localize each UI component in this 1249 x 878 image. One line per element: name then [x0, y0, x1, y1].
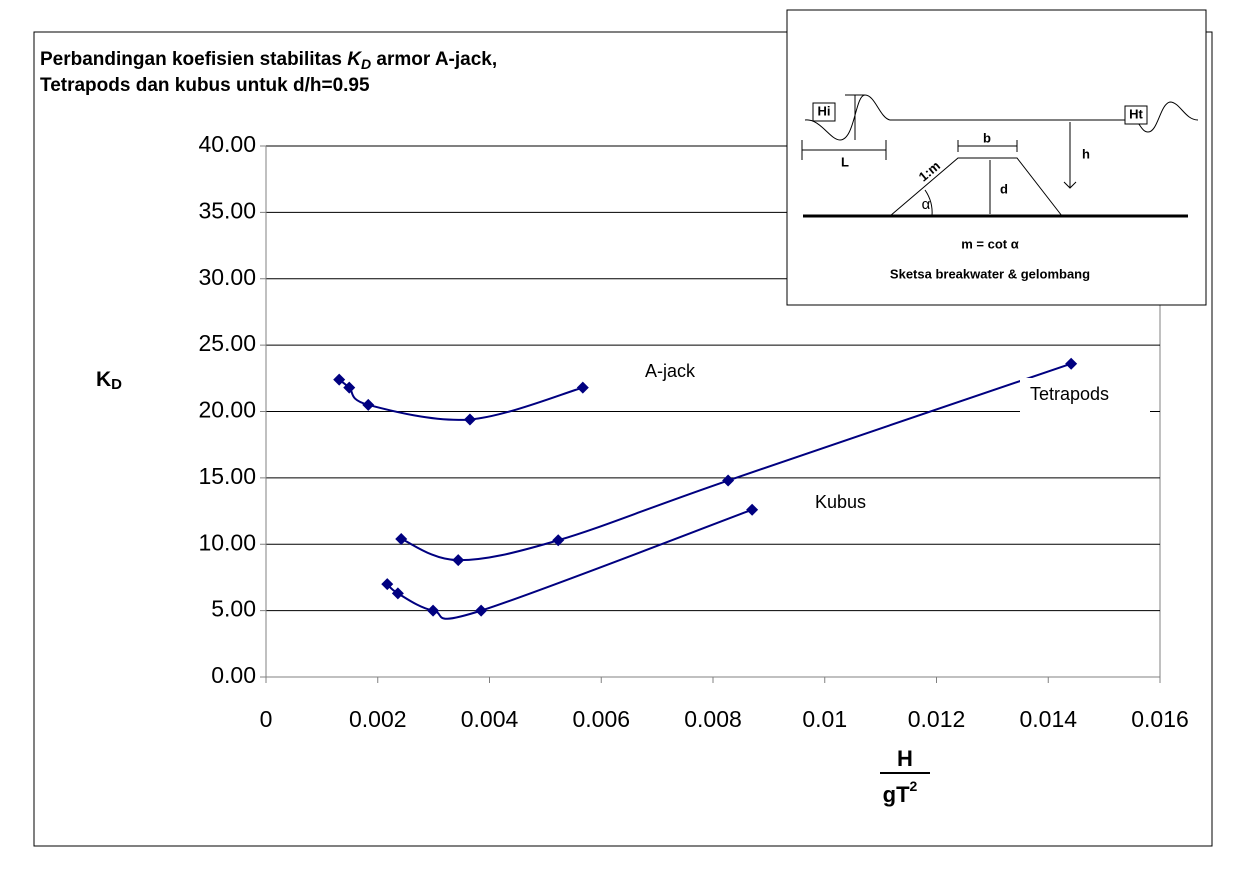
y-tick-label: 20.00: [198, 397, 256, 423]
y-tick-label: 5.00: [211, 596, 256, 622]
series-label: Kubus: [815, 492, 866, 512]
data-point: [362, 398, 375, 411]
inset-caption: Sketsa breakwater & gelombang: [890, 266, 1090, 281]
data-point: [475, 604, 488, 617]
series-label: A-jack: [645, 361, 696, 381]
y-tick-label: 35.00: [198, 197, 256, 223]
title-text: Perbandingan koefisien stabilitas: [40, 49, 347, 70]
y-label-symbol: K: [96, 368, 111, 391]
x-tick-label: 0.016: [1131, 706, 1189, 732]
x-tick-label: 0.006: [572, 706, 630, 732]
x-tick-label: 0.008: [684, 706, 742, 732]
inset-label: α: [922, 196, 931, 213]
data-point: [452, 554, 465, 567]
y-tick-label: 15.00: [198, 463, 256, 489]
x-tick-label: 0.01: [802, 706, 847, 732]
x-tick-label: 0: [260, 706, 273, 732]
data-point: [576, 381, 589, 394]
data-point: [746, 503, 759, 516]
data-point: [395, 532, 408, 545]
inset-label: Hi: [818, 103, 831, 118]
title-symbol: K: [347, 49, 362, 70]
hi-box: [812, 102, 836, 122]
y-tick-label: 10.00: [198, 529, 256, 555]
chart-title: Perbandingan koefisien stabilitas KD arm…: [40, 49, 497, 72]
inset-label: h: [1082, 146, 1090, 161]
data-point: [427, 604, 440, 617]
data-point: [343, 381, 356, 394]
inset-sketch: Hi L b 1:m α d h Ht m = cot α Sketsa bre…: [786, 9, 1207, 306]
y-tick-label: 40.00: [198, 131, 256, 157]
breakwater: [889, 157, 1063, 217]
x-label-denominator-text: gT: [883, 782, 910, 807]
label-background: [1020, 378, 1150, 412]
ht-box: [1124, 105, 1148, 125]
y-axis-label: KD: [96, 368, 122, 393]
data-point: [722, 474, 735, 487]
data-point: [463, 413, 476, 426]
x-tick-label: 0.012: [908, 706, 966, 732]
y-tick-label: 25.00: [198, 330, 256, 356]
h-arrowhead: [1063, 181, 1077, 189]
y-label-subscript: D: [111, 376, 122, 393]
chart-border: [33, 31, 1213, 847]
x-tick-label: 0.004: [461, 706, 519, 732]
y-tick-label: 0.00: [211, 662, 256, 688]
inset-label: L: [841, 154, 849, 169]
angle-arc: [924, 189, 933, 217]
x-tick-label: 0.014: [1019, 706, 1077, 732]
inset-formula: m = cot α: [961, 236, 1018, 251]
inset-label: b: [983, 130, 991, 145]
plot-area: 0.00 5.00 10.00 15.00 20.00 25.00 30.00 35.00 40…: [198, 131, 1188, 732]
inset-label: Ht: [1129, 106, 1143, 121]
series-label: Tetrapods: [1030, 384, 1109, 404]
data-point: [552, 534, 565, 547]
title-text: armor A-jack,: [371, 49, 497, 70]
y-tick-label: 30.00: [198, 264, 256, 290]
x-label-denominator: gT2: [883, 778, 918, 807]
x-tick-label: 0.002: [349, 706, 407, 732]
data-point: [391, 587, 404, 600]
inset-label: d: [1000, 181, 1008, 196]
chart-title: Tetrapods dan kubus untuk d/h=0.95: [40, 75, 370, 96]
wave-profile: [804, 94, 1199, 141]
x-label-numerator: H: [897, 746, 913, 771]
title-subscript: D: [361, 56, 371, 72]
data-point: [1065, 357, 1078, 370]
data-point: [333, 373, 346, 386]
data-point: [381, 578, 394, 591]
x-label-superscript: 2: [910, 778, 918, 794]
